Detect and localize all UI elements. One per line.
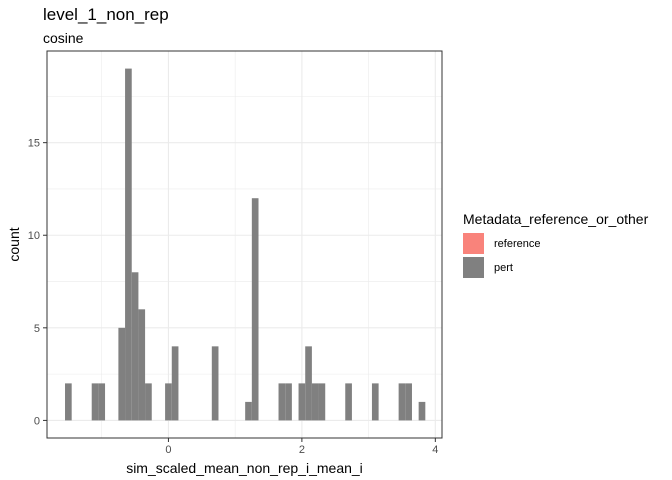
- histogram-bar: [418, 401, 426, 421]
- legend: Metadata_reference_or_other reference pe…: [463, 211, 649, 278]
- y-tick-label: 15: [28, 138, 40, 150]
- y-tick-label: 0: [34, 415, 40, 427]
- major-gridlines: [47, 51, 442, 438]
- histogram-bar: [278, 383, 286, 421]
- y-axis-title: count: [6, 227, 22, 261]
- histogram-bar: [405, 383, 412, 421]
- histogram-bar: [245, 401, 252, 421]
- histogram-bar: [65, 383, 72, 421]
- legend-key-pert: [463, 257, 484, 278]
- plot-panel-border: [46, 50, 443, 439]
- legend-label-pert: pert: [494, 262, 513, 274]
- histogram-bar: [171, 346, 179, 421]
- x-tick-label: 2: [299, 444, 305, 456]
- x-tick-label: 0: [165, 444, 171, 456]
- chart-subtitle: cosine: [43, 30, 84, 46]
- legend-key-reference: [463, 233, 484, 254]
- histogram-bar: [138, 309, 146, 421]
- y-tick-label: 10: [28, 230, 40, 242]
- histogram-bar: [91, 383, 99, 421]
- histogram-bar: [145, 383, 152, 421]
- histogram-bar: [118, 327, 126, 421]
- minor-gridlines: [47, 51, 442, 438]
- histogram-bar: [318, 383, 326, 421]
- x-tick-label: 4: [432, 444, 438, 456]
- y-tick-label: 5: [34, 323, 40, 335]
- x-axis-ticks: 0 2 4: [165, 438, 438, 456]
- legend-title: Metadata_reference_or_other: [463, 211, 649, 227]
- histogram-bar: [298, 383, 306, 421]
- histogram-bar: [285, 383, 292, 421]
- histogram-bar: [311, 383, 319, 421]
- histogram-bar: [98, 383, 106, 421]
- plot-panel: [47, 51, 442, 438]
- histogram-bar: [211, 346, 219, 421]
- histogram-bar: [371, 383, 379, 421]
- histogram-bar: [131, 272, 139, 421]
- legend-label-reference: reference: [494, 238, 540, 250]
- x-axis-title: sim_scaled_mean_non_rep_i_mean_i: [126, 460, 363, 476]
- histogram-bar: [125, 68, 132, 421]
- histogram-bar: [251, 198, 259, 421]
- chart-title: level_1_non_rep: [43, 5, 169, 24]
- histogram-bar: [165, 383, 172, 421]
- y-axis-ticks: 0 5 10 15: [28, 138, 47, 427]
- histogram-bar: [398, 383, 406, 421]
- histogram-bar: [305, 346, 312, 421]
- histogram-bar: [345, 383, 352, 421]
- histogram-bars: [65, 68, 426, 421]
